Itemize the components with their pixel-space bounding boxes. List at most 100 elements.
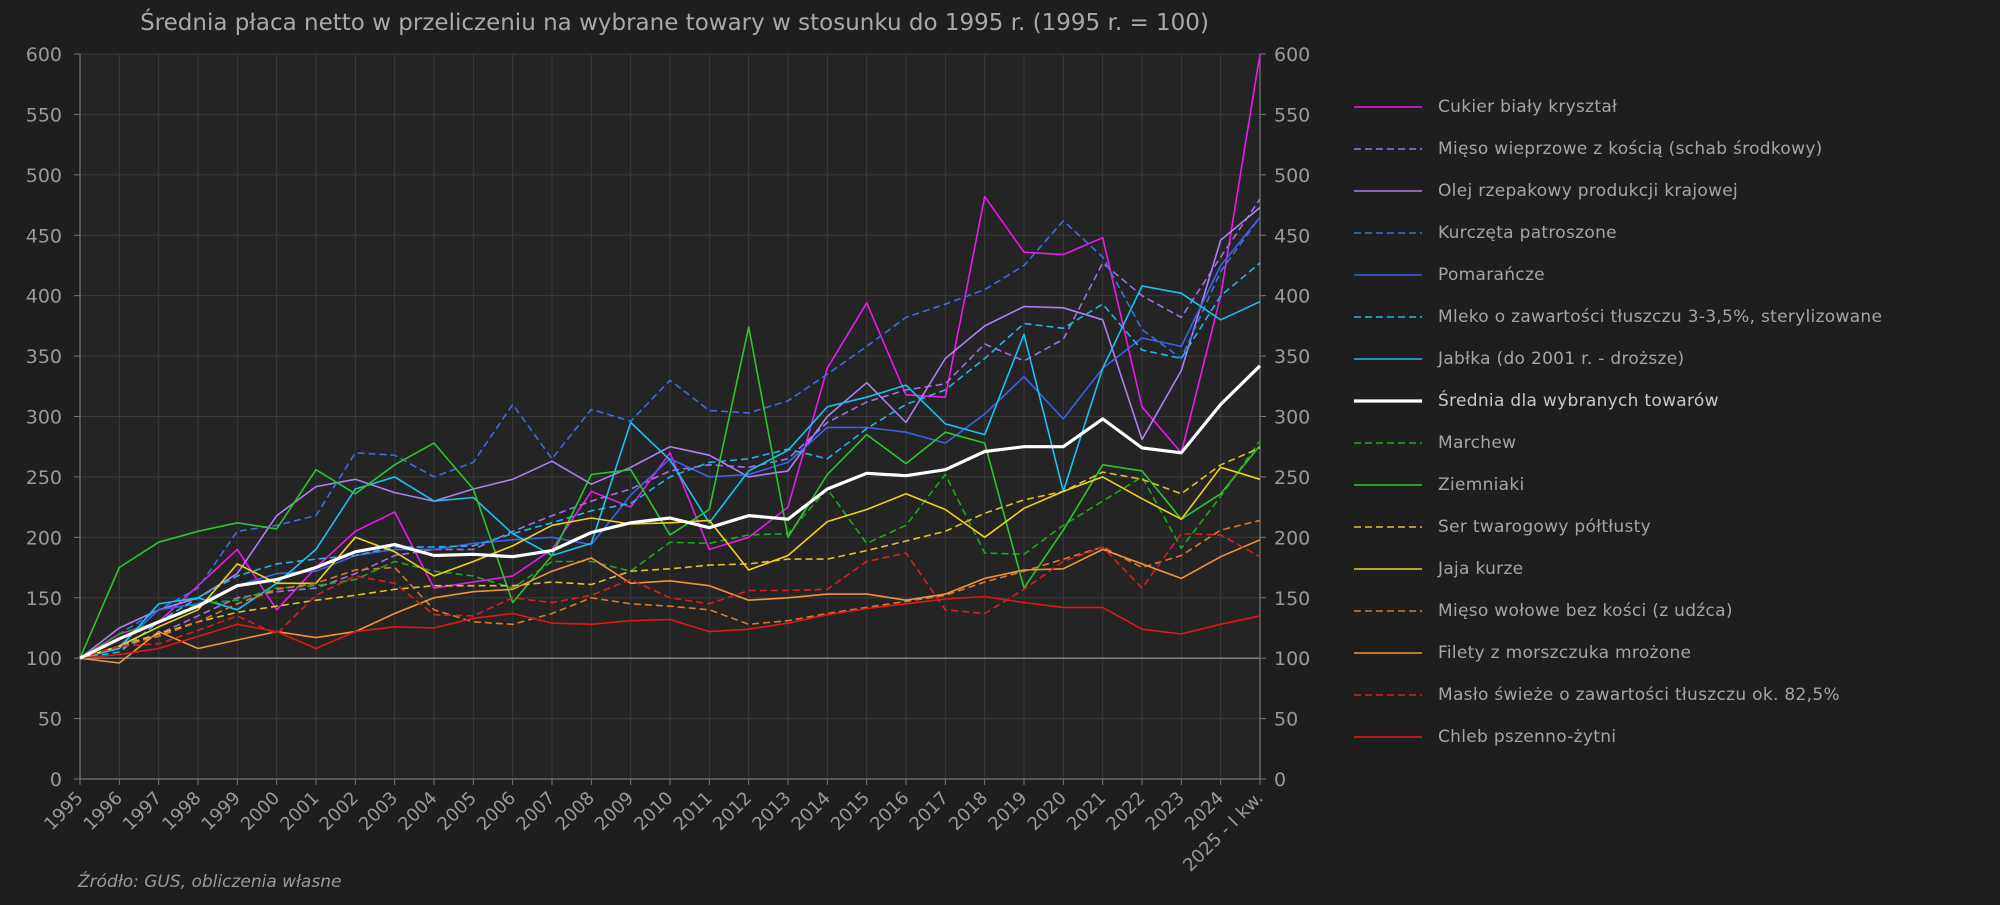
y-tick-label-right: 100 [1274,648,1310,670]
x-tick-label: 2021 [1063,788,1110,835]
legend-item: Cukier biały kryształ [1352,86,1992,128]
x-tick-label: 2018 [945,788,992,835]
y-tick-label-left: 600 [26,44,62,66]
x-tick-label: 2019 [984,788,1031,835]
y-tick-label-right: 250 [1274,467,1310,489]
legend-swatch [1354,274,1422,276]
x-tick-label: 2020 [1024,788,1071,835]
y-tick-label-right: 400 [1274,286,1310,308]
y-tick-label-right: 50 [1274,709,1298,731]
legend-swatch [1354,652,1422,654]
y-tick-label-left: 50 [38,709,62,731]
legend-swatch [1354,526,1422,528]
source-note: Źródło: GUS, obliczenia własne [78,872,342,892]
legend-label: Średnia dla wybranych towarów [1438,391,1719,411]
x-tick-label: 2009 [591,788,638,835]
legend-item: Średnia dla wybranych towarów [1352,380,1992,422]
legend-item: Pomarańcze [1352,254,1992,296]
legend-label: Ziemniaki [1438,475,1525,495]
x-tick-label: 2005 [434,788,481,835]
series-line-0 [79,53,1261,659]
y-tick-label-left: 250 [26,467,62,489]
x-tick-label: 2003 [355,788,402,835]
y-tick-label-right: 550 [1274,104,1310,126]
legend-item: Masło świeże o zawartości tłuszczu ok. 8… [1352,674,1992,716]
legend-label: Marchew [1438,433,1517,453]
legend-item: Olej rzepakowy produkcji krajowej [1352,170,1992,212]
legend-label: Kurczęta patroszone [1438,223,1617,243]
series-line-3 [79,216,1261,659]
y-tick-label-left: 300 [26,407,62,429]
legend-label: Masło świeże o zawartości tłuszczu ok. 8… [1438,685,1840,705]
y-tick-label-right: 450 [1274,225,1310,247]
series-line-9 [79,326,1261,659]
series-line-4 [79,216,1261,659]
x-tick-label: 2016 [866,788,913,835]
y-tick-label-left: 0 [50,769,62,791]
x-tick-label: 2010 [630,788,677,835]
legend-label: Ser twarogowy półtłusty [1438,517,1651,537]
legend-item: Kurczęta patroszone [1352,212,1992,254]
legend-label: Cukier biały kryształ [1438,97,1618,117]
legend-swatch [1354,399,1422,403]
y-tick-label-left: 200 [26,527,62,549]
series-line-15 [79,595,1261,659]
x-tick-label: 2017 [906,788,953,835]
x-tick-label: 2013 [748,788,795,835]
legend-item: Marchew [1352,422,1992,464]
legend-swatch [1354,190,1422,192]
series-lines [79,53,1262,664]
legend-label: Mleko o zawartości tłuszczu 3-3,5%, ster… [1438,307,1883,327]
legend-swatch [1354,610,1422,612]
series-line-2 [79,206,1261,659]
legend-label: Chleb pszenno-żytni [1438,727,1617,747]
y-tick-label-right: 350 [1274,346,1310,368]
y-tick-label-right: 500 [1274,165,1310,187]
y-tick-label-right: 200 [1274,527,1310,549]
x-tick-label: 2011 [670,788,717,835]
series-line-5 [79,262,1261,659]
y-tick-label-right: 600 [1274,44,1310,66]
series-line-7 [79,364,1262,660]
x-tick-label: 2004 [394,788,441,835]
legend-swatch [1354,148,1422,150]
y-tick-label-left: 400 [26,286,62,308]
y-tick-label-left: 350 [26,346,62,368]
legend-swatch [1354,694,1422,696]
x-tick-label: 2008 [552,788,599,835]
y-tick-label-right: 150 [1274,588,1310,610]
x-tick-label: 1999 [198,788,245,835]
legend-item: Filety z morszczuka mrożone [1352,632,1992,674]
legend-label: Jabłka (do 2001 r. - droższe) [1438,349,1685,369]
legend-item: Chleb pszenno-żytni [1352,716,1992,758]
legend-swatch [1354,232,1422,234]
x-tick-label: 2012 [709,788,756,835]
y-tick-label-left: 150 [26,588,62,610]
x-tick-label: 1997 [119,788,166,835]
x-tick-label: 2015 [827,788,874,835]
legend-item: Mleko o zawartości tłuszczu 3-3,5%, ster… [1352,296,1992,338]
y-tick-label-left: 550 [26,104,62,126]
legend-label: Olej rzepakowy produkcji krajowej [1438,181,1739,201]
legend-item: Mięso wołowe bez kości (z udźca) [1352,590,1992,632]
series-line-14 [79,532,1261,659]
legend: Cukier biały kryształ Mięso wieprzowe z k… [1352,86,1992,758]
legend-item: Ser twarogowy półtłusty [1352,506,1992,548]
x-tick-label: 1995 [40,788,87,835]
legend-item: Jaja kurze [1352,548,1992,590]
x-tick-label: 2023 [1142,788,1189,835]
x-tick-label: 1996 [80,788,127,835]
x-tick-label: 2006 [473,788,520,835]
legend-item: Jabłka (do 2001 r. - droższe) [1352,338,1992,380]
series-line-12 [79,519,1261,659]
legend-item: Mięso wieprzowe z kością (schab środkowy… [1352,128,1992,170]
legend-item: Ziemniaki [1352,464,1992,506]
y-tick-label-left: 500 [26,165,62,187]
x-tick-label: 2014 [788,788,835,835]
legend-swatch [1354,442,1422,444]
x-tick-label: 2001 [276,788,323,835]
legend-swatch [1354,358,1422,360]
x-tick-label: 1998 [158,788,205,835]
x-tick-label: 2022 [1102,788,1149,835]
